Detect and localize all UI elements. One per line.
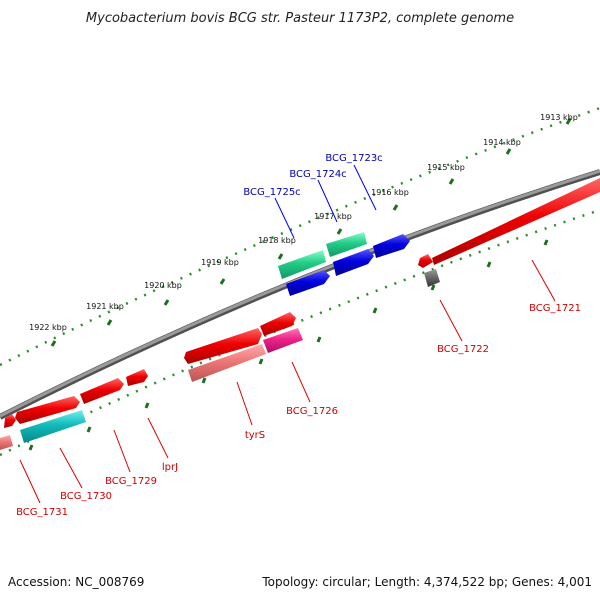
gene-label-tyrs[interactable]: tyrS [245,430,265,441]
gene-label-bcg1729[interactable]: BCG_1729 [105,476,157,487]
outer-ruler-dots [0,106,600,367]
gene-label-bcg1725c[interactable]: BCG_1725c [243,187,300,198]
feature-bcg1725c [278,250,326,279]
gene-label-bcg1731[interactable]: BCG_1731 [16,507,68,518]
outer-ruler-major-ticks [50,118,572,347]
kbp-label: 1920 kbp [144,281,182,290]
gene-bcg1722-fwd[interactable] [418,254,433,268]
gene-label-bcg1726[interactable]: BCG_1726 [286,406,338,417]
kbp-label: 1917 kbp [314,212,352,221]
gene-bcg1723c[interactable] [373,234,410,258]
feature-bcg1722 [424,269,440,287]
accession-text: Accession: NC_008769 [8,575,144,589]
feature-bcg1724c [326,232,367,257]
gene-label-bcg1722[interactable]: BCG_1722 [437,344,489,355]
genome-backbone-highlight [0,169,600,418]
leader-lines-bottom [19,259,556,504]
inner-ruler-dots [0,208,600,457]
gene-bcg1731-fwd[interactable] [4,414,16,428]
gene-bcg1726-fwd[interactable] [260,312,296,336]
kbp-label: 1916 kbp [371,188,409,197]
kbp-label: 1919 kbp [201,258,239,267]
kbp-label: 1922 kbp [29,323,67,332]
map-title: Mycobacterium bovis BCG str. Pasteur 117… [86,11,514,26]
gene-bcg1725c[interactable] [286,270,330,296]
kbp-label: 1914 kbp [483,138,521,147]
kbp-labels: 1913 kbp 1914 kbp 1915 kbp 1916 kbp 1917… [29,113,578,332]
genome-summary-text: Topology: circular; Length: 4,374,522 bp… [261,575,592,589]
feature-bcg1726 [263,328,303,353]
gene-tyrs[interactable] [184,328,262,364]
inner-ruler-major-ticks [28,239,549,451]
gene-label-bcg1723c[interactable]: BCG_1723c [325,153,382,164]
gene-bcg1729[interactable] [80,378,124,404]
gene-label-bcg1730[interactable]: BCG_1730 [60,491,112,502]
gene-bcg1721[interactable] [432,178,600,265]
gene-label-lprj[interactable]: lprJ [162,462,178,473]
feature-bcg1731 [0,435,13,450]
feature-tyrs [188,344,266,382]
gene-lprj[interactable] [126,369,148,386]
gene-bcg1730-fwd[interactable] [15,396,80,424]
feature-bcg1730 [20,410,86,443]
kbp-label: 1921 kbp [86,302,124,311]
kbp-label: 1913 kbp [540,113,578,122]
leader-lines-top [274,164,377,239]
gene-label-bcg1724c[interactable]: BCG_1724c [289,169,346,180]
kbp-label: 1915 kbp [427,163,465,172]
kbp-label: 1918 kbp [258,236,296,245]
gene-label-bcg1721[interactable]: BCG_1721 [529,303,581,314]
gene-bcg1724c[interactable] [333,249,374,276]
